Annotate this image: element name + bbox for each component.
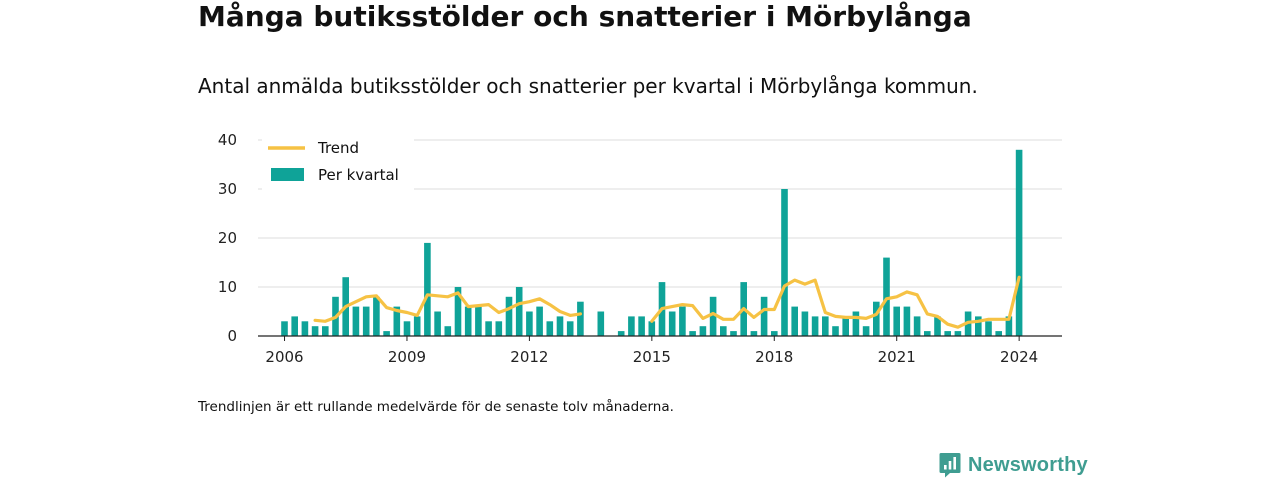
x-tick-label: 2018 xyxy=(755,348,793,366)
chart-title: Många butiksstölder och snatterier i Mör… xyxy=(198,0,972,33)
x-axis-ticks: 2006 2009 2012 2015 2018 2021 2024 xyxy=(265,336,1038,366)
bar xyxy=(944,331,951,336)
chart-subtitle: Antal anmälda butiksstölder och snatteri… xyxy=(198,74,978,98)
footnote: Trendlinjen är ett rullande medelvärde f… xyxy=(198,399,674,415)
bar xyxy=(1005,316,1013,336)
trend-line-group xyxy=(313,275,1021,329)
bar xyxy=(811,316,819,336)
legend-bar-swatch xyxy=(271,168,304,181)
bar xyxy=(566,321,574,336)
bar xyxy=(383,331,390,336)
bar xyxy=(852,311,860,336)
bar xyxy=(975,316,982,336)
bar xyxy=(291,316,298,336)
y-tick-label: 10 xyxy=(218,278,237,296)
x-tick-label: 2021 xyxy=(878,348,916,366)
legend: Trend Per kvartal xyxy=(262,133,414,191)
bar xyxy=(475,306,482,336)
bar xyxy=(526,311,533,336)
bar xyxy=(883,257,890,336)
bar xyxy=(546,321,554,336)
y-tick-label: 30 xyxy=(218,180,237,198)
legend-label-trend: Trend xyxy=(317,139,359,157)
bar xyxy=(689,331,696,336)
x-tick-label: 2009 xyxy=(388,348,426,366)
bar xyxy=(832,326,839,336)
bar xyxy=(873,301,880,336)
bar xyxy=(954,331,962,336)
x-tick-label: 2024 xyxy=(1000,348,1038,366)
bar xyxy=(352,306,360,336)
bar xyxy=(464,306,472,336)
bar xyxy=(505,296,513,336)
bar xyxy=(709,296,717,336)
trend-line xyxy=(313,291,583,323)
bar xyxy=(495,321,503,336)
bar xyxy=(301,321,309,336)
bar xyxy=(628,316,635,336)
bar xyxy=(720,326,727,336)
bar xyxy=(648,321,656,336)
bar xyxy=(1015,149,1023,336)
bar xyxy=(311,326,319,336)
trend-line xyxy=(650,275,1021,329)
bar xyxy=(781,189,788,336)
bar xyxy=(536,306,543,336)
bar xyxy=(373,296,380,336)
bar xyxy=(913,316,921,336)
bar xyxy=(730,331,737,336)
bar xyxy=(638,316,645,336)
y-tick-label: 40 xyxy=(218,131,237,149)
bar xyxy=(699,326,707,336)
bar xyxy=(822,316,829,336)
bar xyxy=(281,321,288,336)
brand[interactable]: Newsworthy xyxy=(939,450,1088,480)
bar xyxy=(985,321,992,336)
legend-background xyxy=(262,133,414,191)
bar xyxy=(322,326,329,336)
legend-label-per-kvartal: Per kvartal xyxy=(318,166,399,184)
x-tick-label: 2006 xyxy=(265,348,303,366)
bar xyxy=(597,311,605,336)
bar xyxy=(791,306,798,336)
y-tick-label: 20 xyxy=(218,229,237,247)
bar xyxy=(515,287,523,336)
bar xyxy=(668,311,676,336)
bar xyxy=(362,306,370,336)
bar xyxy=(771,331,778,336)
bar xyxy=(995,331,1002,336)
x-tick-label: 2012 xyxy=(510,348,548,366)
bar xyxy=(679,306,686,336)
bar xyxy=(750,331,758,336)
bar xyxy=(393,306,401,336)
bar xyxy=(434,311,441,336)
bar xyxy=(485,321,492,336)
bar xyxy=(444,326,452,336)
bar xyxy=(413,316,421,336)
bar xyxy=(760,296,768,336)
bar xyxy=(424,242,431,336)
bar xyxy=(454,287,462,336)
bar xyxy=(862,326,870,336)
y-axis-ticks: 0 10 20 30 40 xyxy=(218,131,237,345)
bar xyxy=(893,306,900,336)
bar xyxy=(577,301,584,336)
y-tick-label: 0 xyxy=(227,327,237,345)
bar xyxy=(556,316,564,336)
bar xyxy=(924,331,931,336)
bar xyxy=(934,316,941,336)
x-tick-label: 2015 xyxy=(633,348,671,366)
bar xyxy=(801,311,809,336)
brand-name: Newsworthy xyxy=(968,453,1088,476)
bar xyxy=(403,321,411,336)
bar xyxy=(903,306,911,336)
newsworthy-logo-icon xyxy=(939,453,961,478)
bar xyxy=(617,331,625,336)
bar xyxy=(842,316,849,336)
